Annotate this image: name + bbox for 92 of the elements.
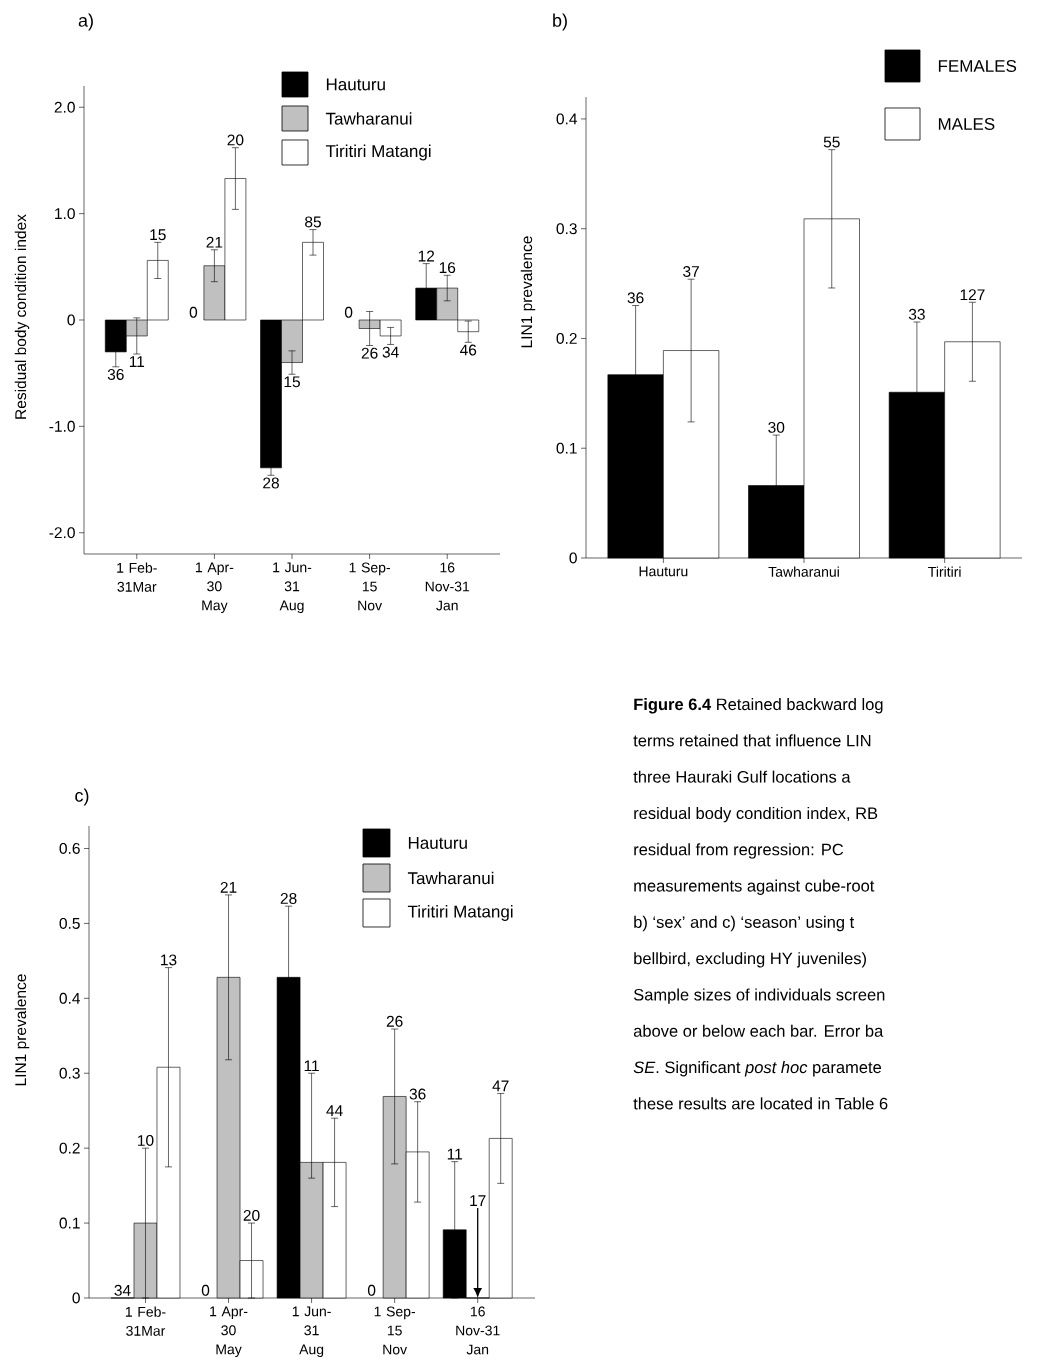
- annotation: 34: [382, 346, 399, 358]
- annotation: 55: [823, 136, 840, 148]
- legend-label: FEMALES: [938, 59, 1017, 73]
- x-tick-label: 1 Jun-31 Aug: [292, 1306, 331, 1358]
- y-tick-label: 0.4: [556, 113, 578, 125]
- annotation: 20: [243, 1209, 260, 1221]
- annotation: 13: [161, 954, 177, 966]
- text: terms retained that influence LIN: [633, 734, 871, 747]
- y-tick-label: 2.0: [54, 101, 75, 113]
- y-tick-label: 0: [67, 314, 75, 326]
- chart-title: c): [75, 788, 89, 806]
- y-axis-title: Residual body condition index: [14, 214, 30, 419]
- annotation: 11: [447, 1148, 462, 1160]
- text: b) ‘sex’ and c) ‘season’ using t: [634, 915, 855, 932]
- y-tick-label: 0: [569, 552, 577, 564]
- y-tick-label: 0.5: [59, 917, 80, 929]
- annotation: 34: [114, 1284, 131, 1296]
- annotation: 36: [409, 1088, 426, 1100]
- legend-label: Tiritiri Matangi: [407, 905, 513, 921]
- y-tick-label: 0.2: [59, 1142, 80, 1154]
- annotation: 26: [386, 1015, 403, 1027]
- x-tick-label: Tawharanui: [768, 566, 839, 577]
- text: three Hauraki Gulf locations a: [633, 770, 851, 783]
- annotation: 36: [107, 368, 124, 380]
- y-tick-label: -2.0: [49, 527, 75, 539]
- annotation: 37: [683, 266, 699, 277]
- annotation: 10: [138, 1134, 154, 1146]
- legend-label: Tiritiri Matangi: [325, 144, 431, 161]
- x-tick-label: 1 Feb-31Mar: [117, 562, 157, 592]
- x-tick-label: 1 Jun-31 Aug: [273, 562, 312, 614]
- y-axis-title: LIN1 prevalence: [14, 974, 30, 1086]
- annotation: 33: [908, 308, 925, 320]
- annotation: 28: [263, 477, 279, 489]
- y-tick-label: -1.0: [49, 420, 75, 432]
- x-tick-label: 1 Sep-15 Nov: [349, 562, 390, 611]
- text: measurements against cube-root: [634, 879, 875, 895]
- annotation: 21: [206, 236, 223, 248]
- chart-title: a): [78, 13, 93, 31]
- y-tick-label: 0.4: [59, 992, 81, 1004]
- y-tick-label: 1.0: [55, 208, 75, 220]
- annotation: 0: [201, 1284, 210, 1296]
- annotation: 0: [367, 1284, 376, 1296]
- annotation: 0: [344, 306, 353, 318]
- y-tick-label: 0.3: [59, 1067, 80, 1079]
- x-tick-label: 1 Sep-15 Nov: [374, 1306, 416, 1355]
- annotation: 12: [418, 250, 435, 262]
- y-tick-label: 0.3: [556, 223, 577, 235]
- y-tick-label: 0.6: [59, 842, 80, 854]
- text: residual body condition index, RB: [634, 806, 878, 823]
- x-tick-label: Hauturu: [639, 566, 688, 577]
- annotation: 26: [361, 347, 378, 359]
- annotation: 21: [220, 881, 237, 893]
- y-tick-label: 0.1: [59, 1217, 80, 1229]
- y-tick-label: 0.2: [556, 332, 577, 344]
- annotation: 44: [326, 1105, 343, 1116]
- text: these results are located in Table 6: [633, 1097, 888, 1110]
- annotation: 17: [470, 1195, 486, 1206]
- text: bellbird, excluding HY juveniles): [634, 952, 866, 968]
- annotation: 0: [189, 306, 198, 318]
- legend-label: Hauturu: [326, 78, 385, 91]
- text: above or below each bar. Error ba: [633, 1024, 884, 1037]
- x-tick-label: 16 Nov-31 Jan: [425, 562, 470, 611]
- annotation: 15: [150, 229, 166, 241]
- annotation: 85: [305, 216, 321, 228]
- annotation: 28: [280, 892, 297, 904]
- legend-label: MALES: [938, 117, 995, 131]
- annotation: 127: [960, 289, 985, 301]
- legend-label: Hauturu: [408, 837, 467, 849]
- legend-label: Tawharanui: [325, 112, 412, 125]
- annotation: 20: [227, 134, 244, 146]
- text: residual from regression: PC: [634, 843, 844, 859]
- text: Figure 6.4 Retained backward log: [634, 698, 883, 714]
- annotation: 46: [459, 344, 477, 356]
- chart-title: b): [553, 13, 567, 31]
- annotation: 16: [439, 262, 456, 274]
- annotation: 15: [284, 376, 300, 388]
- annotation: 30: [768, 421, 785, 433]
- annotation: 47: [492, 1080, 509, 1092]
- annotation: 36: [627, 292, 644, 304]
- y-tick-label: 0: [72, 1292, 80, 1304]
- annotation: 11: [304, 1060, 319, 1072]
- x-tick-label: 1 Feb-31Mar: [125, 1306, 166, 1336]
- x-tick-label: Tiritiri: [928, 566, 961, 577]
- annotation: 11: [129, 356, 145, 367]
- x-tick-label: 16 Nov-31 Jan: [456, 1306, 500, 1355]
- x-tick-label: 1 Apr-30 May: [210, 1306, 248, 1358]
- text: SE. Significant post hoc paramete: [633, 1061, 882, 1077]
- x-tick-label: 1 Apr-30 May: [196, 562, 234, 614]
- y-tick-label: 0.1: [556, 442, 577, 454]
- y-axis-title: LIN1 prevalence: [520, 236, 536, 348]
- text: Sample sizes of individuals screen: [633, 988, 885, 1004]
- legend-label: Tawharanui: [407, 871, 494, 885]
